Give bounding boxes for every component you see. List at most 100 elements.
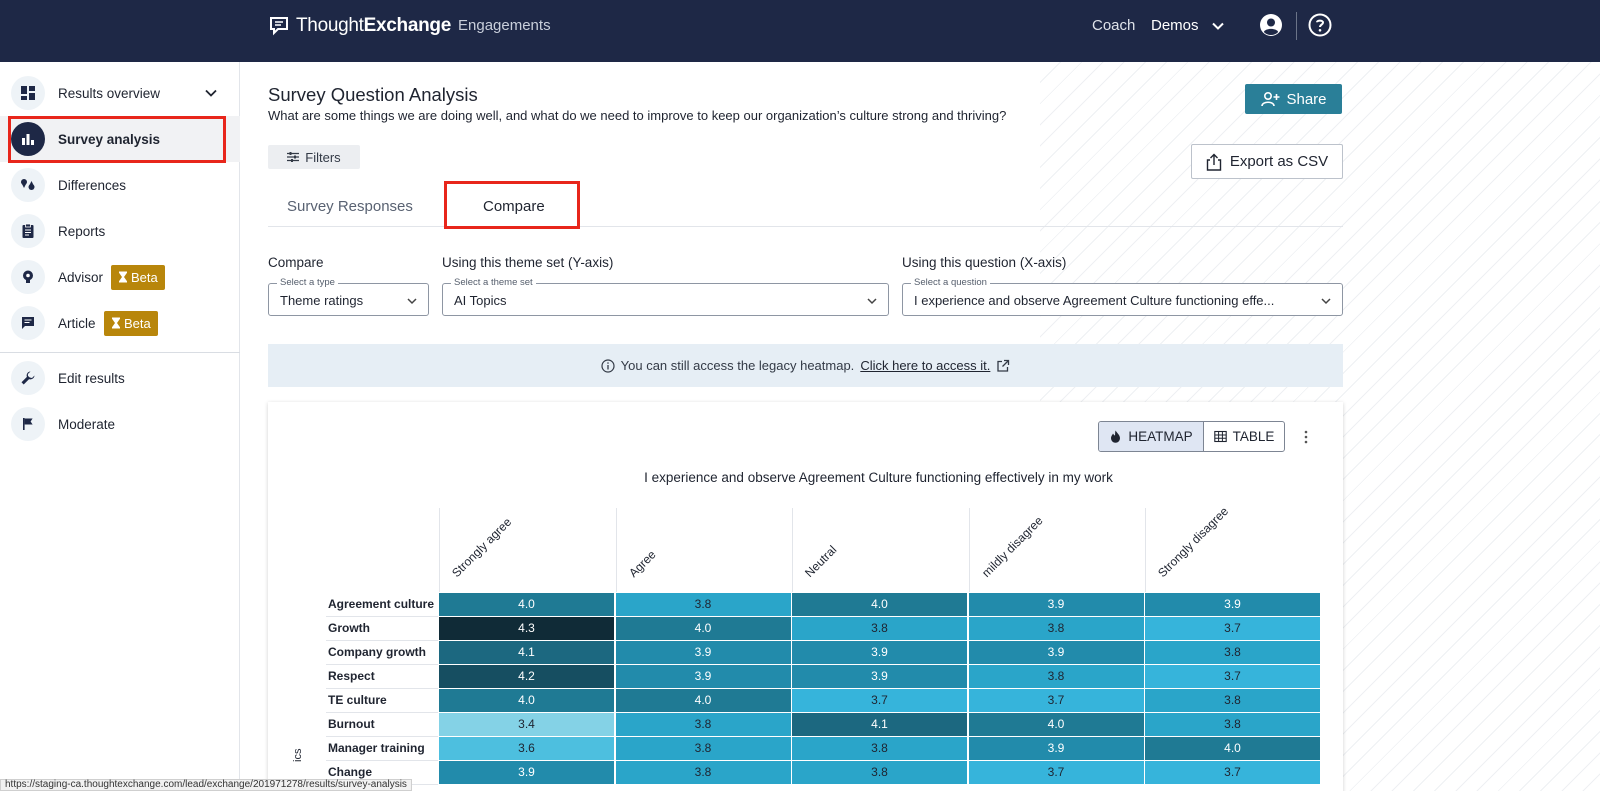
heatmap-cell[interactable]: 3.8: [792, 617, 967, 640]
heatmap-cell[interactable]: 3.8: [1145, 641, 1320, 664]
legacy-heatmap-link[interactable]: Click here to access it.: [860, 358, 991, 373]
heatmap-cell[interactable]: 3.8: [615, 761, 791, 784]
heatmap-cell[interactable]: 3.7: [792, 689, 967, 712]
help-icon[interactable]: [1308, 13, 1332, 37]
hourglass-icon: [112, 317, 120, 329]
table-view-button[interactable]: TABLE: [1204, 422, 1284, 451]
heatmap-cell[interactable]: 3.9: [615, 665, 791, 688]
heatmap-row-divider: [326, 760, 438, 761]
nav-coach-link[interactable]: Coach: [1092, 17, 1136, 34]
sidebar-item-results-overview[interactable]: Results overview: [0, 70, 240, 116]
bar-chart-icon: [11, 122, 45, 156]
heatmap-cell[interactable]: 3.7: [1145, 617, 1320, 640]
heatmap-cell[interactable]: 4.2: [439, 665, 614, 688]
sidebar-item-reports[interactable]: Reports: [0, 208, 240, 254]
heatmap-cell[interactable]: 3.9: [968, 593, 1144, 616]
heatmap-cell[interactable]: 3.9: [792, 641, 967, 664]
heatmap-view-button[interactable]: HEATMAP: [1099, 422, 1204, 451]
highlight-box-survey-analysis: [8, 116, 226, 163]
heatmap-cell[interactable]: 4.0: [968, 713, 1144, 736]
heatmap-row-divider: [326, 712, 438, 713]
heatmap-cell[interactable]: 3.9: [439, 761, 614, 784]
sidebar-item-label: Results overview: [58, 85, 161, 101]
theme-set-value: AI Topics: [454, 293, 507, 308]
heatmap-cell[interactable]: 3.7: [968, 761, 1144, 784]
heatmap-row-label: Company growth: [328, 645, 426, 659]
sidebar-item-survey-analysis[interactable]: Survey analysis: [0, 116, 240, 162]
heatmap-cell[interactable]: 4.0: [439, 593, 614, 616]
heatmap-cell[interactable]: 4.0: [615, 689, 791, 712]
tab-survey-responses[interactable]: Survey Responses: [287, 198, 413, 215]
chevron-down-icon: [1211, 22, 1224, 30]
heatmap-cell[interactable]: 3.7: [1145, 761, 1320, 784]
page-title: Survey Question Analysis: [268, 84, 478, 105]
sliders-icon: [287, 152, 300, 162]
org-switcher[interactable]: Demos: [1151, 17, 1225, 34]
type-select[interactable]: Select a type Theme ratings: [268, 277, 429, 316]
heatmap-cell[interactable]: 3.8: [792, 737, 967, 760]
question-select[interactable]: Select a question I experience and obser…: [902, 277, 1343, 316]
sidebar-item-advisor[interactable]: Advisor Beta: [0, 254, 240, 300]
heatmap-cell[interactable]: 4.1: [439, 641, 614, 664]
heatmap-row-divider: [326, 616, 438, 617]
heatmap-cell[interactable]: 3.8: [615, 593, 791, 616]
heatmap-cell[interactable]: 3.7: [1145, 665, 1320, 688]
thoughtexchange-logo[interactable]: Thought Exchange: [268, 13, 451, 39]
clipboard-icon: [11, 214, 45, 248]
heatmap-cell[interactable]: 3.9: [615, 641, 791, 664]
heatmap-column-divider: [1145, 508, 1146, 592]
sidebar-item-differences[interactable]: Differences: [0, 162, 240, 208]
heatmap-cell[interactable]: 3.8: [615, 713, 791, 736]
view-toggle: HEATMAP TABLE: [1098, 421, 1285, 452]
heatmap-cell[interactable]: 4.0: [1145, 737, 1320, 760]
lightbulb-icon: [11, 260, 45, 294]
user-account-icon[interactable]: [1259, 13, 1283, 37]
heatmap-cell[interactable]: 4.0: [792, 593, 967, 616]
heatmap-cell[interactable]: 4.1: [792, 713, 967, 736]
wrench-icon: [11, 361, 45, 395]
heatmap-cell[interactable]: 3.6: [439, 737, 614, 760]
tab-compare[interactable]: Compare: [483, 198, 545, 215]
heatmap-column-divider: [439, 508, 440, 592]
heatmap-cell[interactable]: 3.9: [792, 665, 967, 688]
heatmap-cell[interactable]: 3.8: [615, 737, 791, 760]
share-button-label: Share: [1286, 90, 1327, 108]
brand-name-bold: Exchange: [363, 15, 452, 36]
browser-status-url: https://staging-ca.thoughtexchange.com/l…: [0, 779, 412, 791]
sidebar-item-article[interactable]: Article Beta: [0, 300, 240, 346]
nav-divider: [1296, 12, 1297, 40]
external-link-icon[interactable]: [996, 359, 1010, 373]
heatmap-cell[interactable]: 4.0: [615, 617, 791, 640]
banner-text: You can still access the legacy heatmap.: [620, 358, 855, 373]
heatmap-cell[interactable]: 3.8: [1145, 713, 1320, 736]
theme-set-select[interactable]: Select a theme set AI Topics: [442, 277, 889, 316]
heatmap-cell[interactable]: 4.3: [439, 617, 614, 640]
theme-set-legend: Select a theme set: [451, 277, 536, 288]
heatmap-cell[interactable]: 3.9: [968, 737, 1144, 760]
share-button[interactable]: Share: [1245, 84, 1342, 114]
sidebar-item-moderate[interactable]: Moderate: [0, 401, 240, 447]
heatmap-row-divider: [326, 640, 438, 641]
heatmap-row-label: TE culture: [328, 693, 387, 707]
heatmap-cell[interactable]: 3.4: [439, 713, 614, 736]
chevron-down-icon[interactable]: [204, 86, 218, 100]
sidebar-item-edit-results[interactable]: Edit results: [0, 355, 240, 401]
heatmap-cell[interactable]: 3.8: [968, 617, 1144, 640]
heatmap-cell[interactable]: 3.8: [1145, 689, 1320, 712]
export-csv-button[interactable]: Export as CSV: [1191, 144, 1343, 179]
heatmap-cell[interactable]: 3.9: [968, 641, 1144, 664]
heatmap-row-divider: [326, 664, 438, 665]
heatmap-cell[interactable]: 3.8: [792, 761, 967, 784]
nav-engagements-link[interactable]: Engagements: [458, 17, 551, 34]
filters-button[interactable]: Filters: [268, 145, 360, 169]
chevron-down-icon: [407, 298, 417, 305]
heatmap-cell[interactable]: 3.8: [968, 665, 1144, 688]
heatmap-column-divider: [968, 508, 970, 592]
heatmap-cell[interactable]: 3.9: [1145, 593, 1320, 616]
more-options-icon[interactable]: [1302, 429, 1310, 445]
heatmap-cell[interactable]: 4.0: [439, 689, 614, 712]
beta-badge: Beta: [111, 264, 165, 290]
heatmap-cell[interactable]: 3.7: [968, 689, 1144, 712]
heatmap-row-label: Manager training: [328, 741, 425, 755]
heatmap-row-label: Growth: [328, 621, 370, 635]
